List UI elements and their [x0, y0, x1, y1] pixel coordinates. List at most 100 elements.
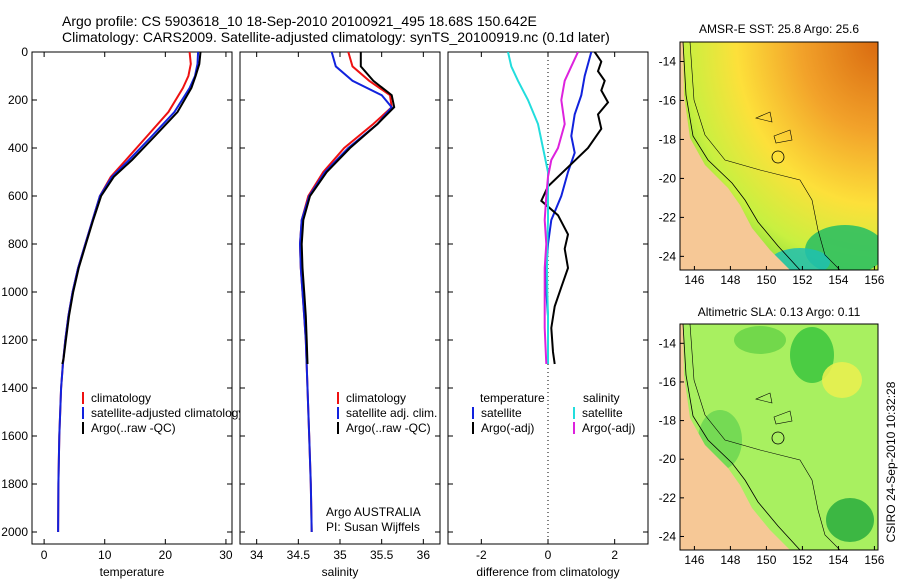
sla-mid-patch: [734, 326, 786, 354]
sla-yellow-patch: [822, 362, 862, 398]
legend-label-climatology: climatology: [91, 391, 151, 405]
difference-lines: [507, 52, 610, 365]
x-tick-label: 152: [792, 273, 812, 287]
x-tick-label: 148: [720, 273, 740, 287]
sst-map-panel: AMSR-E SST: 25.8 Argo: 25.6 146 148 150 152…: [659, 22, 885, 287]
x-tick-label: 156: [864, 553, 884, 567]
y-tick-label: 0: [21, 45, 28, 59]
salinity-ticks: 34 34.5 35 35.5 36: [240, 51, 440, 562]
y-tick-label: 600: [8, 189, 28, 203]
sst-map-ticks: 146 148 150 152 154 156 -14 -16 -18 -20 -22 -24: [659, 54, 885, 287]
x-tick-label: 156: [864, 273, 884, 287]
series-line-satellite-adj-clim: [298, 52, 394, 533]
x-tick-label: 152: [792, 553, 812, 567]
x-tick-label: 10: [98, 548, 112, 562]
x-tick-label: 2: [611, 548, 618, 562]
x-tick-label: 30: [219, 548, 233, 562]
reef-outline: [773, 410, 793, 425]
salinity-panel: 34 34.5 35 35.5 36 salinity climatology sate…: [239, 51, 441, 579]
sla-high-patch: [790, 327, 834, 383]
coastline: [682, 42, 801, 270]
legend-label-argo: Argo(..raw -QC): [91, 421, 176, 435]
temperature-xlabel: temperature: [100, 565, 165, 579]
sla-map-title: Altimetric SLA: 0.13 Argo: 0.11: [698, 305, 861, 319]
float-owner: Argo AUSTRALIA: [326, 505, 421, 519]
float-pi: PI: Susan Wijffels: [326, 520, 420, 534]
title-line-1: Argo profile: CS 5903618_10 18-Sep-2010 …: [62, 13, 537, 29]
y-tick-label: 1200: [1, 333, 28, 347]
difference-legend: temperature salinity satellite Argo(-adj…: [472, 391, 635, 435]
sla-map-ticks: 146 148 150 152 154 156 -14 -16 -18 -20 -22 -24: [659, 336, 885, 567]
y-tick-label: 1400: [1, 381, 28, 395]
shelf-contour: [689, 324, 841, 550]
temperature-legend: climatology satellite-adjusted climatolo…: [82, 391, 244, 435]
legend-label-satellite-adjusted: satellite-adjusted climatology: [91, 406, 244, 420]
x-tick-label: 146: [684, 273, 704, 287]
land-mass: [680, 324, 790, 550]
y-tick-label: -18: [659, 132, 677, 146]
legend-header-temperature: temperature: [480, 391, 545, 405]
x-tick-label: 0: [41, 548, 48, 562]
temperature-axes-box: [31, 51, 233, 545]
x-tick-label: 34.5: [287, 548, 311, 562]
y-tick-label: -16: [659, 375, 677, 389]
sst-map-body: [680, 42, 878, 270]
y-tick-label: 800: [8, 237, 28, 251]
x-tick-label: 150: [756, 553, 776, 567]
x-tick-label: 150: [756, 273, 776, 287]
y-tick-label: -14: [659, 336, 677, 350]
x-tick-label: 0: [545, 548, 552, 562]
salinity-legend: climatology satellite adj. clim. Argo(..…: [337, 391, 437, 435]
x-tick-label: 34: [250, 548, 264, 562]
sst-map-title: AMSR-E SST: 25.8 Argo: 25.6: [699, 22, 859, 36]
y-tick-label: -16: [659, 93, 677, 107]
sst-map-frame: [679, 41, 879, 271]
x-tick-label: -2: [476, 548, 487, 562]
y-tick-label: -24: [659, 529, 677, 543]
y-tick-label: -24: [659, 249, 677, 263]
y-tick-label: 1800: [1, 477, 28, 491]
legend-label-satellite-adj: satellite adj. clim.: [346, 406, 437, 420]
series-line-salinity-satellite: [507, 52, 549, 364]
temperature-ticks: 0 10 20 30 0 200 400 600 800 1000 1200 1400 1600 1800…: [1, 45, 233, 562]
sla-map-panel: Altimetric SLA: 0.13 Argo: 0.11 146 148 15…: [659, 305, 885, 567]
salinity-xlabel: salinity: [322, 565, 359, 579]
series-line-argo-raw-qc: [61, 52, 202, 365]
difference-panel: -2 0 2 difference from climatology tempera…: [447, 51, 649, 579]
x-tick-label: 148: [720, 553, 740, 567]
x-tick-label: 36: [417, 548, 431, 562]
legend-label-temp-satellite: satellite: [481, 406, 522, 420]
reef-outline: [755, 111, 773, 123]
legend-label-argo: Argo(..raw -QC): [346, 421, 431, 435]
credit-timestamp: CSIRO 24-Sep-2010 10:32:28: [884, 381, 898, 542]
shelf-contour: [689, 42, 841, 270]
reef-outline: [755, 392, 773, 404]
temperature-panel: 0 10 20 30 0 200 400 600 800 1000 1200 1400 1600 1800…: [1, 45, 244, 579]
sla-map-frame: [679, 323, 879, 551]
series-line-salinity-argo-adj: [543, 52, 579, 365]
legend-label-temp-argo: Argo(-adj): [481, 421, 534, 435]
x-tick-label: 20: [159, 548, 173, 562]
x-tick-label: 154: [828, 553, 848, 567]
title-line-2: Climatology: CARS2009. Satellite-adjuste…: [62, 29, 610, 45]
x-tick-label: 154: [828, 273, 848, 287]
legend-label-sal-satellite: satellite: [582, 406, 623, 420]
temperature-lines: [57, 52, 202, 533]
x-tick-label: 35.5: [370, 548, 394, 562]
sla-map-body: [680, 324, 878, 550]
legend-label-sal-argo: Argo(-adj): [582, 421, 635, 435]
reef-outline: [773, 129, 793, 144]
x-tick-label: 146: [684, 553, 704, 567]
y-tick-label: -20: [659, 452, 677, 466]
series-line-argo-raw-qc: [300, 52, 396, 365]
sla-high-patch-south: [826, 498, 874, 542]
y-tick-label: -14: [659, 54, 677, 68]
salinity-axes-box: [239, 51, 441, 545]
y-tick-label: -18: [659, 414, 677, 428]
y-tick-label: -22: [659, 210, 677, 224]
y-tick-label: -20: [659, 171, 677, 185]
argo-position-marker: [771, 150, 785, 164]
y-tick-label: 1600: [1, 429, 28, 443]
y-tick-label: 2000: [1, 525, 28, 539]
